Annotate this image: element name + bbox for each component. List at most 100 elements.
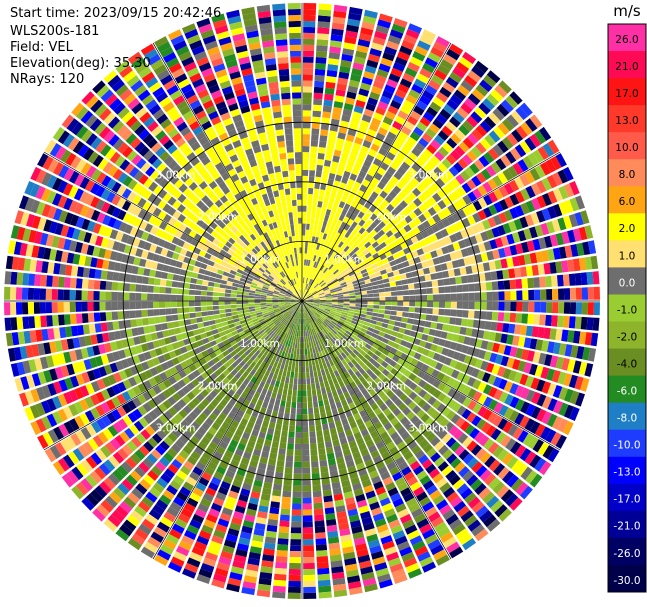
gate-cell	[292, 354, 297, 361]
gate-cell	[302, 289, 304, 296]
gate-cell	[208, 276, 216, 282]
gate-cell	[251, 540, 263, 549]
gate-cell	[390, 247, 398, 255]
gate-cell	[558, 246, 567, 259]
gate-cell	[319, 213, 325, 221]
gate-cell	[438, 444, 449, 456]
gate-cell	[328, 339, 334, 346]
gate-cell	[443, 316, 451, 324]
gate-cell	[417, 223, 426, 232]
gate-cell	[452, 66, 466, 79]
gate-cell	[366, 286, 373, 291]
gate-cell	[312, 478, 321, 486]
gate-cell	[502, 222, 512, 234]
gate-cell	[314, 321, 319, 327]
gate-cell	[231, 406, 239, 415]
gate-cell	[141, 301, 148, 309]
gate-cell	[335, 505, 346, 513]
gate-cell	[294, 311, 298, 318]
gate-cell	[514, 267, 522, 278]
gate-cell	[331, 186, 339, 194]
gate-cell	[270, 416, 277, 424]
gate-cell	[455, 250, 463, 259]
gate-cell	[480, 252, 489, 262]
gate-cell	[123, 310, 130, 319]
gate-cell	[268, 422, 276, 430]
gate-cell	[467, 215, 476, 226]
gate-cell	[498, 80, 512, 94]
gate-cell	[352, 317, 359, 323]
gate-cell	[400, 416, 410, 426]
gate-cell	[309, 347, 313, 354]
gate-cell	[58, 276, 65, 288]
gate-cell	[400, 322, 407, 329]
gate-cell	[270, 446, 278, 454]
gate-cell	[302, 485, 312, 492]
gate-cell	[445, 76, 459, 89]
gate-cell	[311, 328, 315, 335]
gate-cell	[475, 142, 487, 154]
gate-cell	[308, 266, 312, 273]
gate-cell	[334, 363, 341, 370]
gate-cell	[331, 572, 345, 580]
gate-cell	[245, 471, 255, 480]
gate-cell	[302, 396, 307, 403]
gate-cell	[202, 451, 212, 461]
gate-cell	[319, 338, 324, 345]
gate-cell	[302, 384, 307, 391]
gate-cell	[416, 346, 425, 354]
gate-cell	[334, 271, 341, 277]
gate-cell	[260, 303, 267, 306]
gate-cell	[171, 308, 178, 315]
gate-cell	[307, 193, 313, 201]
gate-cell	[356, 499, 368, 508]
gate-cell	[106, 321, 114, 331]
gate-cell	[411, 429, 422, 440]
gate-cell	[253, 528, 265, 537]
gate-cell	[315, 544, 328, 551]
gate-cell	[468, 301, 475, 310]
gate-cell	[333, 224, 340, 232]
gate-cell	[318, 292, 325, 296]
gate-cell	[414, 545, 429, 557]
gate-cell	[332, 16, 346, 25]
gate-cell	[276, 460, 285, 467]
gate-cell	[288, 322, 293, 329]
gate-cell	[378, 309, 385, 314]
gate-cell	[386, 461, 397, 471]
gate-cell	[220, 550, 233, 560]
gate-cell	[153, 278, 161, 286]
gate-cell	[123, 301, 130, 310]
gate-cell	[308, 341, 312, 349]
gate-cell	[541, 250, 550, 262]
gate-cell	[306, 217, 311, 224]
gate-cell	[424, 533, 438, 545]
gate-cell	[462, 154, 473, 166]
gate-cell	[524, 137, 537, 151]
gate-cell	[309, 323, 313, 330]
gate-cell	[361, 297, 368, 301]
gate-cell	[63, 289, 70, 300]
gate-cell	[312, 281, 317, 288]
gate-cell	[498, 391, 509, 403]
gate-cell	[312, 274, 317, 281]
gate-cell	[569, 181, 580, 196]
gate-cell	[328, 130, 338, 138]
gate-cell	[390, 67, 403, 78]
gate-cell	[147, 309, 154, 317]
gate-cell	[453, 268, 461, 277]
gate-cell	[487, 442, 500, 454]
gate-cell	[312, 110, 322, 118]
gate-cell	[352, 142, 362, 151]
gate-cell	[269, 352, 275, 360]
gate-cell	[341, 314, 348, 318]
gate-cell	[529, 133, 542, 148]
gate-cell	[330, 330, 336, 337]
gate-cell	[320, 471, 330, 479]
gate-cell	[555, 232, 565, 246]
gate-cell	[129, 292, 136, 301]
gate-cell	[325, 294, 332, 298]
gate-cell	[418, 275, 426, 282]
gate-cell	[328, 323, 335, 329]
gate-cell	[310, 309, 315, 315]
